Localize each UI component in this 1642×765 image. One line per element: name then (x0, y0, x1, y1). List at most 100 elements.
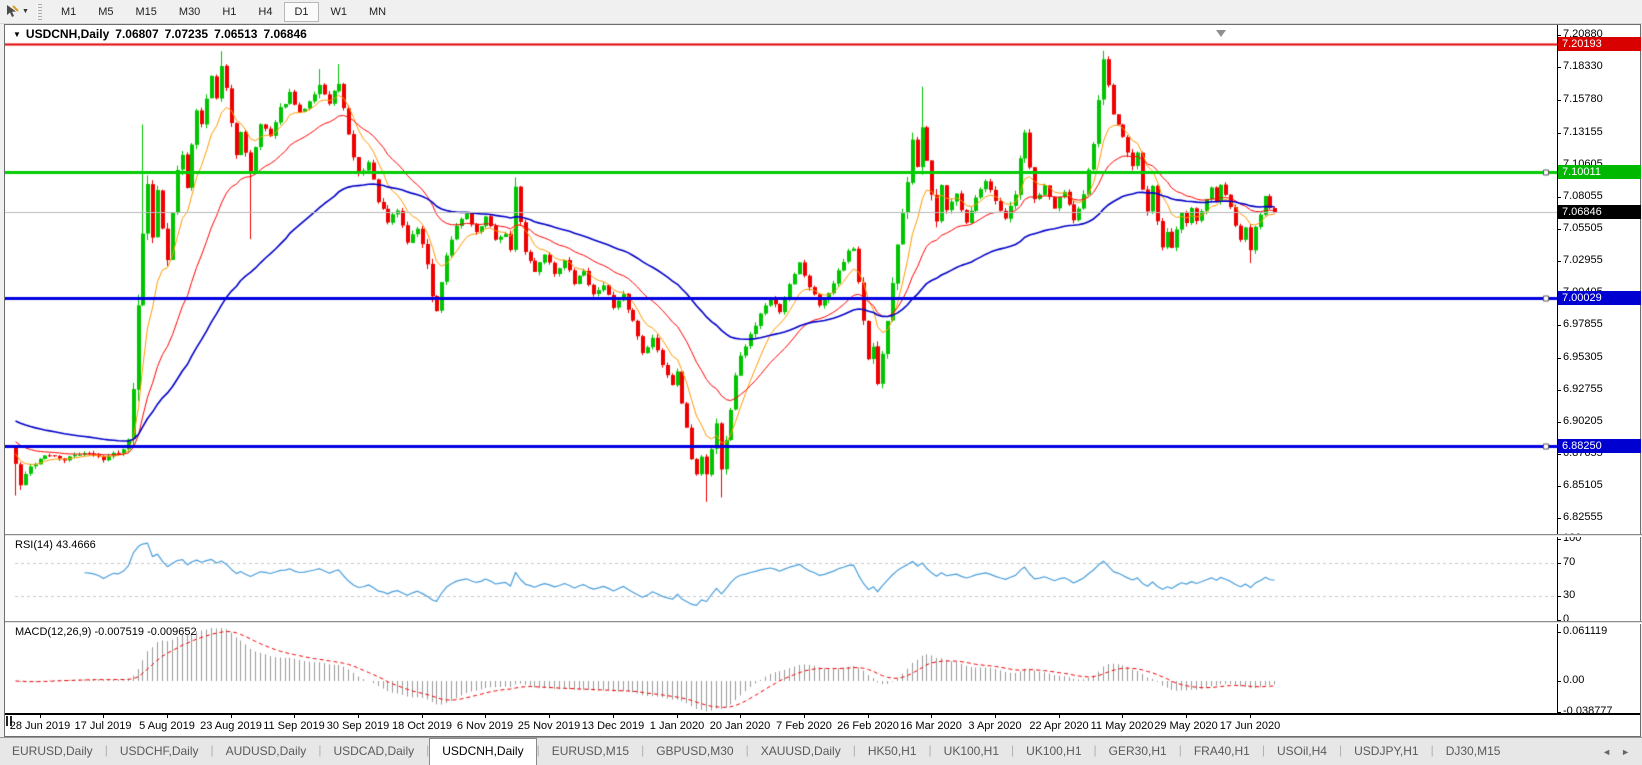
timeframe-m15[interactable]: M15 (135, 5, 157, 18)
chart-symbol: USDCNH,Daily (25, 27, 110, 41)
date-tickmark (294, 715, 295, 718)
tab-separator: | (1261, 743, 1265, 757)
date-tickmark (549, 715, 550, 718)
date-label: 22 Apr 2020 (1029, 720, 1089, 732)
chart-shift-marker[interactable] (1216, 30, 1226, 37)
tab-usdchf-daily[interactable]: USDCHF,Daily (119, 744, 199, 758)
tabs-scroll-left-icon[interactable]: ◄ (1602, 746, 1612, 757)
price-tick-label-tickmark (1557, 358, 1561, 359)
tab-fra40-h1[interactable]: FRA40,H1 (1193, 744, 1250, 758)
timeframe-h1[interactable]: H1 (222, 5, 237, 18)
tab-audusd-daily[interactable]: AUDUSD,Daily (225, 744, 307, 758)
tab-usdcnh-daily[interactable]: USDCNH,Daily (429, 738, 537, 765)
toolbar-grip[interactable] (36, 3, 42, 20)
price-tick-label-tickmark (1557, 229, 1561, 230)
date-tickmark (1250, 715, 1251, 718)
timeframe-h4[interactable]: H4 (258, 5, 273, 18)
timeframe-d1[interactable]: D1 (284, 1, 319, 22)
time-axis-grip[interactable] (6, 716, 13, 726)
rsi-tick-label: 70 (1563, 556, 1576, 568)
crosshair-tool-icon[interactable] (2, 3, 22, 21)
timeframe-m5[interactable]: M5 (98, 5, 114, 18)
price-tick-label-tickmark (1557, 454, 1561, 455)
date-label: 28 Jun 2019 (9, 720, 71, 732)
tab-gbpusd-m30[interactable]: GBPUSD,M30 (656, 744, 734, 758)
price-tick-label-tickmark (1557, 133, 1561, 134)
date-tickmark (1059, 715, 1060, 718)
date-label: 13 Dec 2019 (581, 720, 645, 732)
date-label: 1 Jan 2020 (649, 720, 705, 732)
price-chart-canvas[interactable] (5, 25, 1557, 713)
tab-separator: | (1430, 743, 1434, 757)
date-label: 17 Jul 2019 (74, 720, 132, 732)
support-line-1-price-badge: 7.00029 (1558, 291, 1641, 305)
date-tickmark (995, 715, 996, 718)
chart-window: ▼ USDCNH,Daily 7.06807 7.07235 7.06513 7… (4, 24, 1642, 737)
ohlc-open: 7.06807 (115, 27, 159, 41)
rsi-tick-label-tickmark (1557, 563, 1561, 564)
rsi-panel-splitter[interactable] (5, 534, 1642, 537)
date-label: 5 Aug 2019 (139, 720, 195, 732)
tab-eurusd-m15[interactable]: EURUSD,M15 (551, 744, 630, 758)
macd-tick-label: 0.061119 (1563, 625, 1608, 637)
tab-usdcad-daily[interactable]: USDCAD,Daily (333, 744, 415, 758)
tab-usdjpy-h1[interactable]: USDJPY,H1 (1354, 744, 1419, 758)
top-toolbar: ▼ M1 M5 M15 M30 H1 H4 D1 W1 MN (0, 0, 1642, 24)
date-label: 26 Feb 2020 (837, 720, 899, 732)
price-tick-label: 7.15780 (1563, 93, 1603, 105)
date-tickmark (358, 715, 359, 718)
chart-title: ▼ USDCNH,Daily 7.06807 7.07235 7.06513 7… (13, 27, 313, 41)
tab-uk100-h1[interactable]: UK100,H1 (943, 744, 1000, 758)
date-tickmark (103, 715, 104, 718)
price-tick-label: 7.13155 (1563, 126, 1603, 138)
rsi-indicator-label: RSI(14) 43.4666 (15, 539, 96, 551)
tab-navigation: ◄ ► (1590, 738, 1642, 765)
tab-separator: | (852, 743, 856, 757)
timeframe-mn[interactable]: MN (369, 5, 387, 18)
date-tickmark (804, 715, 805, 718)
ohlc-close: 7.06846 (263, 27, 307, 41)
price-tick-label: 7.02955 (1563, 254, 1603, 266)
price-tick-label: 6.90205 (1563, 415, 1603, 427)
date-tickmark (422, 715, 423, 718)
date-tickmark (613, 715, 614, 718)
price-tick-label-tickmark (1557, 390, 1561, 391)
tab-ger30-h1[interactable]: GER30,H1 (1108, 744, 1167, 758)
tab-separator: | (104, 743, 108, 757)
tab-uk100-h1[interactable]: UK100,H1 (1026, 744, 1082, 758)
macd-panel-splitter[interactable] (5, 621, 1642, 624)
time-axis[interactable]: 28 Jun 2019 17 Jul 2019 5 Aug 2019 23 Aug 2… (5, 713, 1640, 736)
tab-dj30-m15[interactable]: DJ30,M15 (1445, 744, 1501, 758)
price-tick-label-tickmark (1557, 518, 1561, 519)
date-label: 7 Feb 2020 (776, 720, 832, 732)
macd-tick-label-tickmark (1557, 681, 1561, 682)
rsi-tick-label: 0 (1563, 613, 1570, 625)
timeframe-m1[interactable]: M1 (60, 5, 77, 18)
tab-xauusd-daily[interactable]: XAUUSD,Daily (760, 744, 841, 758)
date-tickmark (868, 715, 869, 718)
date-tickmark (485, 715, 486, 718)
price-tick-label: 7.18330 (1563, 60, 1603, 72)
tab-usoil-h4[interactable]: USOil,H4 (1276, 744, 1327, 758)
rsi-tick-label-tickmark (1557, 620, 1561, 621)
tab-eurusd-daily[interactable]: EURUSD,Daily (12, 744, 93, 758)
date-label: 11 May 2020 (1090, 720, 1154, 732)
rsi-tick-label: 30 (1563, 589, 1576, 601)
macd-tick-label-tickmark (1557, 632, 1561, 633)
date-label: 23 Aug 2019 (200, 720, 262, 732)
price-tick-label-tickmark (1557, 197, 1561, 198)
tabs-scroll-right-icon[interactable]: ► (1621, 746, 1630, 757)
date-label: 20 Jan 2020 (709, 720, 771, 732)
macd-indicator-label: MACD(12,26,9) -0.007519 -0.009652 (15, 626, 197, 638)
date-tickmark (167, 715, 168, 718)
title-dropdown-icon[interactable]: ▼ (13, 29, 21, 39)
tab-separator: | (928, 743, 932, 757)
price-tick-label: 7.08055 (1563, 190, 1603, 202)
timeframe-w1[interactable]: W1 (330, 5, 348, 18)
tab-hk50-h1[interactable]: HK50,H1 (867, 744, 917, 758)
date-label: 11 Sep 2019 (263, 720, 325, 732)
date-label: 16 Mar 2020 (900, 720, 962, 732)
timeframe-m30[interactable]: M30 (178, 5, 201, 18)
date-tickmark (677, 715, 678, 718)
tool-dropdown-arrow-icon[interactable]: ▼ (22, 8, 29, 15)
